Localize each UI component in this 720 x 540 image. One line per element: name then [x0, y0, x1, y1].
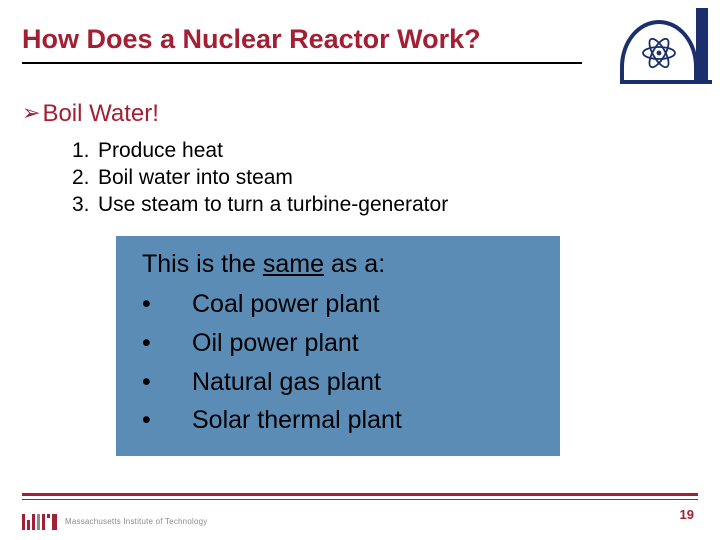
callout-item: •Solar thermal plant: [142, 401, 538, 440]
footer-rule-thick: [22, 493, 698, 496]
callout-item-text: Oil power plant: [192, 324, 359, 363]
callout-item-text: Natural gas plant: [192, 363, 381, 402]
mit-logo-icon: [22, 512, 57, 530]
subhead: ➢Boil Water!: [0, 80, 720, 128]
list-item: 2.Boil water into steam: [72, 165, 720, 192]
subhead-text: Boil Water!: [42, 100, 158, 127]
callout-item: •Coal power plant: [142, 285, 538, 324]
footer-rule-thin: [22, 499, 698, 500]
step-text: Boil water into steam: [98, 166, 293, 189]
numbered-list: 1.Produce heat 2.Boil water into steam 3…: [0, 128, 720, 219]
list-item: 1.Produce heat: [72, 138, 720, 165]
callout-item-text: Solar thermal plant: [192, 401, 402, 440]
callout-lead-post: as a:: [324, 250, 385, 278]
reactor-dome-icon: [620, 20, 698, 80]
callout-item: •Natural gas plant: [142, 363, 538, 402]
footer: Massachusetts Institute of Technology: [22, 512, 207, 530]
step-text: Produce heat: [98, 139, 223, 162]
title-row: How Does a Nuclear Reactor Work?: [0, 0, 720, 80]
reactor-stack-icon: [696, 8, 708, 84]
title-underline: [22, 62, 582, 64]
step-text: Use steam to turn a turbine-generator: [98, 193, 448, 216]
callout-item: •Oil power plant: [142, 324, 538, 363]
atom-icon: [639, 33, 679, 73]
slide-title: How Does a Nuclear Reactor Work?: [22, 18, 620, 55]
page-number: 19: [680, 507, 694, 522]
institution-text: Massachusetts Institute of Technology: [65, 517, 207, 526]
callout-box: This is the same as a: •Coal power plant…: [116, 236, 560, 456]
slide: How Does a Nuclear Reactor Work? ➢Boil W…: [0, 0, 720, 540]
callout-item-text: Coal power plant: [192, 285, 380, 324]
callout-lead-pre: This is the: [142, 250, 263, 278]
reactor-base-icon: [620, 80, 712, 84]
callout-lead-underlined: same: [263, 250, 324, 278]
callout-title: This is the same as a:: [142, 250, 538, 279]
list-item: 3.Use steam to turn a turbine-generator: [72, 192, 720, 219]
arrow-icon: ➢: [22, 100, 40, 126]
